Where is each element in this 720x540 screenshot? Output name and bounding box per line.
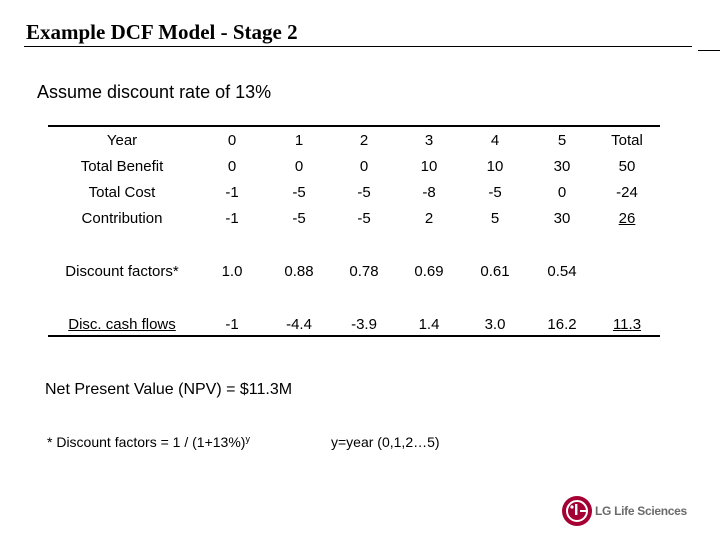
subtitle: Assume discount rate of 13% <box>37 82 272 102</box>
row-label-disc-cash-flows: Disc. cash flows <box>68 316 176 333</box>
table-cell: 0.78 <box>349 263 379 280</box>
row-label-contribution: Contribution <box>81 210 163 227</box>
table-cell-total: -24 <box>616 184 638 201</box>
npv-result: Net Present Value (NPV) = $11.3M <box>45 381 293 398</box>
table-cell: 0.61 <box>480 263 510 280</box>
footnote-text: * Discount factors = 1 / (1+13%) <box>47 434 246 450</box>
table-cell: 0.54 <box>547 263 577 280</box>
table-cell: 30 <box>553 158 571 175</box>
title-divider-end <box>698 50 720 51</box>
table-cell: 0.69 <box>414 263 444 280</box>
page-title: Example DCF Model - Stage 2 <box>26 20 298 44</box>
table-cell: 0 <box>557 184 567 201</box>
header-year-label: Year <box>106 132 138 149</box>
table-cell: -5 <box>292 184 306 201</box>
header-year-5: 5 <box>557 132 567 149</box>
table-cell: 5 <box>490 210 500 227</box>
header-year-2: 2 <box>359 132 369 149</box>
table-top-rule <box>48 125 660 127</box>
table-cell: -5 <box>357 210 371 227</box>
header-year-3: 3 <box>424 132 434 149</box>
table-cell: -1 <box>225 210 239 227</box>
table-cell: -3.9 <box>351 316 377 333</box>
table-cell: 0 <box>227 158 237 175</box>
company-logo: LG Life Sciences <box>561 495 701 527</box>
table-bottom-rule <box>48 335 660 337</box>
table-cell: 0 <box>359 158 369 175</box>
table-cell: 3.0 <box>484 316 506 333</box>
table-cell: 30 <box>553 210 571 227</box>
table-cell-total: 11.3 <box>612 316 642 333</box>
footnote-year-definition: y=year (0,1,2…5) <box>331 434 440 450</box>
table-cell: -8 <box>422 184 436 201</box>
table-cell: -5 <box>357 184 371 201</box>
footnote-superscript: y <box>245 434 250 444</box>
table-cell: -1 <box>225 316 239 333</box>
table-cell: 10 <box>420 158 438 175</box>
table-cell: -5 <box>292 210 306 227</box>
table-cell: 0.88 <box>284 263 314 280</box>
table-cell: -1 <box>225 184 239 201</box>
table-cell: 2 <box>424 210 434 227</box>
table-cell: -4.4 <box>286 316 312 333</box>
table-cell: 1.0 <box>221 263 243 280</box>
footnote-discount-factors: * Discount factors = 1 / (1+13%)y <box>47 434 250 450</box>
header-year-1: 1 <box>294 132 304 149</box>
table-cell: 16.2 <box>547 316 577 333</box>
table-cell: 1.4 <box>418 316 440 333</box>
table-cell: -5 <box>488 184 502 201</box>
title-divider <box>24 46 692 47</box>
header-total: Total <box>611 132 643 149</box>
row-label-discount-factors: Discount factors* <box>65 263 179 280</box>
row-label-total-benefit: Total Benefit <box>80 158 164 175</box>
table-cell-total: 26 <box>618 210 636 227</box>
table-cell: 10 <box>486 158 504 175</box>
table-cell: 0 <box>294 158 304 175</box>
header-year-0: 0 <box>227 132 237 149</box>
lg-logo-icon <box>562 496 592 526</box>
logo-brand-text: LG Life Sciences <box>595 504 687 518</box>
header-year-4: 4 <box>490 132 500 149</box>
row-label-total-cost: Total Cost <box>88 184 156 201</box>
table-cell-total: 50 <box>618 158 636 175</box>
